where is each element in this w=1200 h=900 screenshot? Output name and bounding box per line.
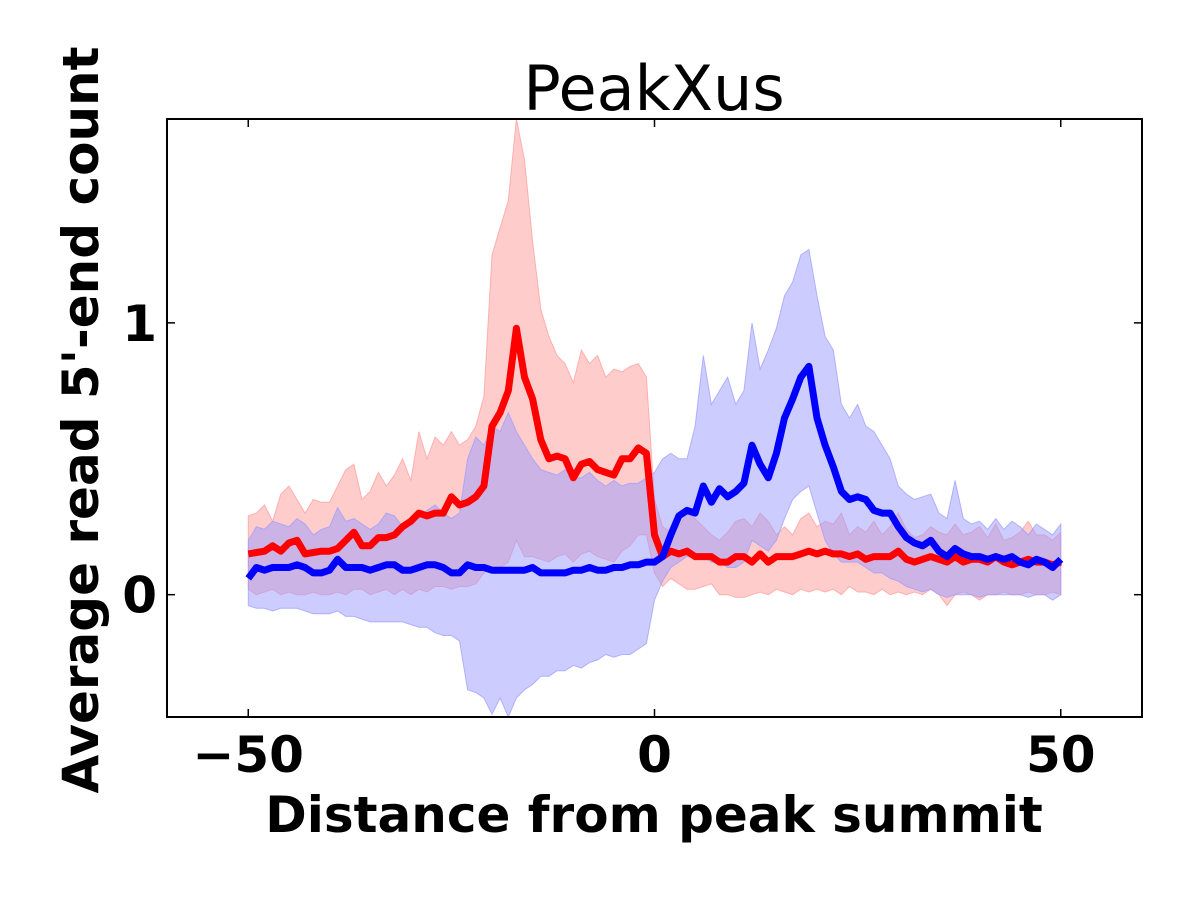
y-tick-label: 0 [122, 567, 157, 625]
y-tick-label: 1 [122, 295, 157, 353]
series-lines [245, 324, 1064, 581]
y-axis-label: Average read 5'-end count [52, 46, 110, 793]
x-tick-label: 50 [1026, 726, 1096, 784]
x-axis-label: Distance from peak summit [265, 786, 1043, 844]
x-tick-label: −50 [193, 726, 304, 784]
x-tick-label: 0 [637, 726, 672, 784]
y-axis-ticks: 01 [122, 295, 1142, 625]
series-0-line [247, 324, 1062, 569]
series-1-band [247, 248, 1062, 719]
confidence-bands [247, 118, 1062, 719]
series-1-line [245, 362, 1064, 581]
chart-title: PeakXus [523, 52, 784, 125]
x-axis-ticks: −50 0 50 [193, 119, 1096, 784]
